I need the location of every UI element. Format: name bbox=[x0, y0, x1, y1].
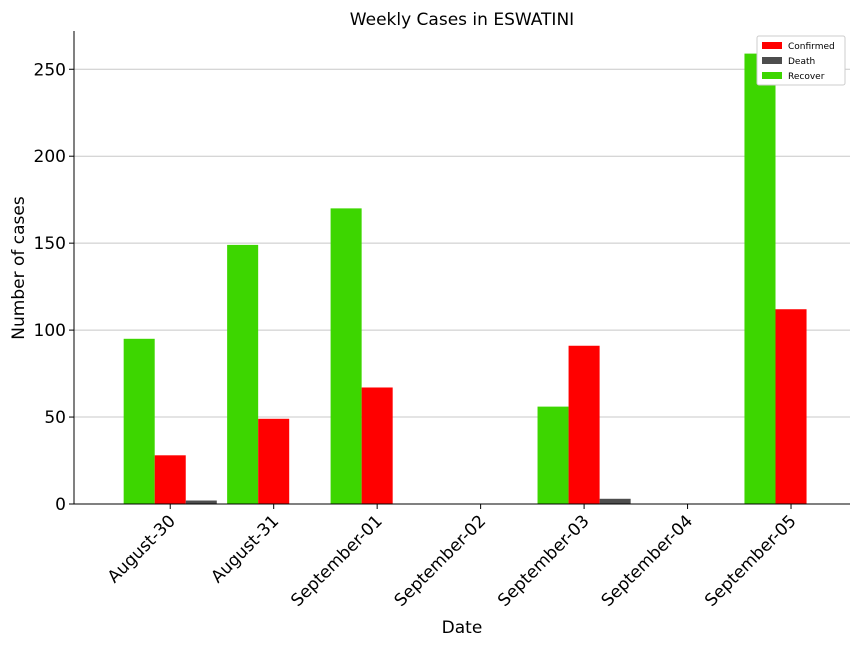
legend-label-death: Death bbox=[788, 57, 815, 67]
bar-recover bbox=[227, 244, 259, 505]
bar-confirmed bbox=[154, 455, 186, 504]
legend-label-recover: Recover bbox=[788, 72, 825, 82]
bar-confirmed bbox=[258, 418, 290, 504]
x-tick-label: August-31 bbox=[207, 511, 283, 587]
bar-confirmed bbox=[775, 309, 807, 504]
x-tick-label: September-03 bbox=[494, 511, 593, 610]
bars bbox=[123, 53, 807, 505]
bar-confirmed bbox=[568, 345, 600, 504]
y-tick-label: 100 bbox=[34, 321, 66, 341]
y-tick-label: 0 bbox=[55, 495, 66, 515]
x-tick-label: September-04 bbox=[598, 511, 697, 610]
bar-recover bbox=[744, 53, 776, 504]
bar-recover bbox=[537, 406, 569, 504]
x-tick-label: September-02 bbox=[391, 511, 490, 610]
legend-swatch-death bbox=[762, 57, 782, 64]
chart-title: Weekly Cases in ESWATINI bbox=[350, 10, 574, 30]
x-axis-label: Date bbox=[442, 618, 483, 638]
y-tick-label: 250 bbox=[34, 60, 66, 80]
x-tick-label: September-05 bbox=[701, 511, 800, 610]
axes bbox=[69, 31, 850, 509]
gridlines bbox=[74, 68, 850, 418]
legend-swatch-confirmed bbox=[762, 42, 782, 49]
bar-recover bbox=[330, 208, 362, 504]
y-axis-label: Number of cases bbox=[9, 196, 29, 340]
legend: Confirmed Death Recover bbox=[756, 35, 846, 86]
bar-death bbox=[185, 500, 217, 504]
y-tick-label: 50 bbox=[44, 408, 66, 428]
bar-death bbox=[599, 498, 631, 504]
bar-recover bbox=[123, 338, 155, 504]
y-tick-label: 150 bbox=[34, 234, 66, 254]
legend-label-confirmed: Confirmed bbox=[788, 42, 835, 52]
y-tick-label: 200 bbox=[34, 147, 66, 167]
x-tick-label: August-30 bbox=[104, 511, 180, 587]
bar-confirmed bbox=[361, 387, 393, 504]
x-tick-label: September-01 bbox=[287, 511, 386, 610]
legend-swatch-recover bbox=[762, 72, 782, 79]
